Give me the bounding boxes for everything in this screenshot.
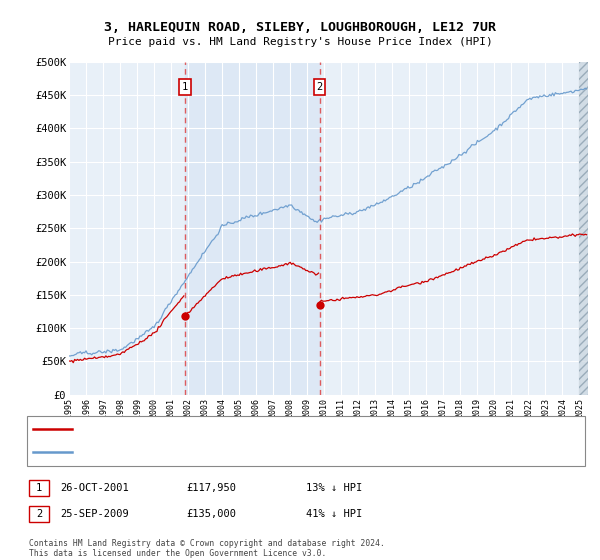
Text: 13% ↓ HPI: 13% ↓ HPI: [306, 483, 362, 493]
Text: £117,950: £117,950: [186, 483, 236, 493]
Text: 3, HARLEQUIN ROAD, SILEBY, LOUGHBOROUGH, LE12 7UR (detached house): 3, HARLEQUIN ROAD, SILEBY, LOUGHBOROUGH,…: [79, 424, 409, 433]
Text: 1: 1: [36, 483, 42, 493]
Text: 26-OCT-2001: 26-OCT-2001: [60, 483, 129, 493]
Text: 2: 2: [36, 509, 42, 519]
Text: £135,000: £135,000: [186, 509, 236, 519]
Text: Contains HM Land Registry data © Crown copyright and database right 2024.
This d: Contains HM Land Registry data © Crown c…: [29, 539, 385, 558]
Text: 41% ↓ HPI: 41% ↓ HPI: [306, 509, 362, 519]
Text: 25-SEP-2009: 25-SEP-2009: [60, 509, 129, 519]
Text: 1: 1: [182, 82, 188, 92]
Bar: [580, 62, 588, 395]
Text: 2: 2: [317, 82, 323, 92]
Bar: [185, 62, 320, 395]
Text: HPI: Average price, detached house, Charnwood: HPI: Average price, detached house, Char…: [79, 448, 304, 457]
Bar: [580, 62, 588, 395]
Text: 3, HARLEQUIN ROAD, SILEBY, LOUGHBOROUGH, LE12 7UR: 3, HARLEQUIN ROAD, SILEBY, LOUGHBOROUGH,…: [104, 21, 496, 34]
Text: Price paid vs. HM Land Registry's House Price Index (HPI): Price paid vs. HM Land Registry's House …: [107, 37, 493, 47]
